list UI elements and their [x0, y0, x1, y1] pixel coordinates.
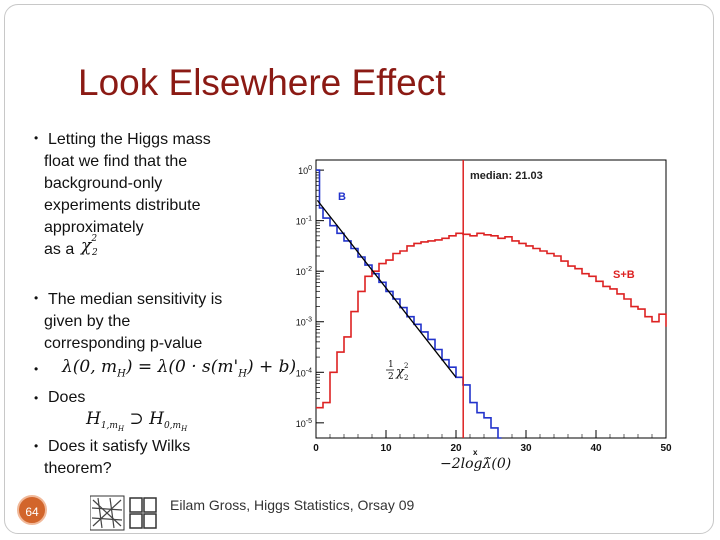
plot-frame: [315, 159, 667, 439]
page-number-badge: 64: [17, 495, 47, 525]
paragraph1-line3: background-only: [44, 175, 163, 192]
pvalue-formula: λ(0, mH) = λ(0 · s(m'H) + b): [62, 357, 297, 380]
paragraph2-line3: corresponding p-value: [44, 335, 203, 352]
slide-frame: [4, 4, 714, 534]
b-series-label: B: [338, 191, 346, 203]
y-tick-label: 10-4: [296, 367, 312, 378]
x-tick-label: 50: [660, 443, 672, 454]
half-numerator: 1: [388, 360, 394, 370]
paragraph3-line1: Does it satisfy Wilks: [48, 438, 191, 455]
x-axis-letter: x: [473, 448, 478, 457]
median-label: median: 21.03: [470, 170, 543, 182]
x-tick-label: 30: [520, 443, 532, 454]
chi-squared-symbol: χ22: [81, 234, 98, 259]
y-tick-label: 10-1: [296, 216, 312, 227]
bullet: •: [34, 131, 39, 145]
paragraph2-line1: The median sensitivity is: [48, 291, 223, 308]
half-denominator: 2: [388, 372, 394, 382]
x-axis-title: −2logλ̃(0): [440, 456, 511, 472]
sb-series-label: S+B: [613, 269, 635, 281]
bullet: •: [34, 391, 39, 405]
paragraph1-line5: approximately: [44, 219, 144, 236]
paragraph1-line6: as a: [44, 241, 75, 258]
slide-title: Look Elsewhere Effect: [78, 62, 446, 103]
does-label: Does: [48, 389, 86, 406]
paragraph1-line1: Letting the Higgs mass: [48, 131, 211, 148]
fit-chi-sup: 2: [404, 362, 408, 370]
paragraph2-line2: given by the: [44, 313, 131, 330]
paragraph3-line2: theorem?: [44, 460, 112, 477]
bullet: •: [34, 362, 39, 376]
paragraph1-line2: float we find that the: [44, 153, 188, 170]
x-tick-label: 10: [380, 443, 392, 454]
fit-chi-symbol: χ: [395, 365, 405, 380]
series-s-b: [316, 232, 667, 409]
y-tick-label: 10-2: [296, 266, 312, 277]
series-group: [316, 169, 667, 439]
paragraph1-line4: experiments distribute: [44, 197, 201, 214]
y-tick-label: 10-3: [296, 317, 312, 328]
footer-credit: Eilam Gross, Higgs Statistics, Orsay 09: [170, 497, 415, 513]
x-tick-label: 20: [450, 443, 462, 454]
nested-hypothesis-formula: H1,mH ⊃ H0,mH: [86, 409, 188, 434]
fit-chi-sub: 2: [404, 374, 408, 382]
distribution-chart: 100 10-1 10-2 10-3 10-4 10-5 0 10 20 30 40 50 medi…: [296, 159, 672, 472]
x-axis: 0 10 20 30 40 50: [313, 430, 672, 454]
bullet: •: [34, 291, 39, 305]
x-tick-label: 40: [590, 443, 602, 454]
y-tick-label: 10-5: [296, 418, 312, 429]
bullet: •: [34, 439, 39, 453]
institute-logo: [90, 495, 157, 531]
series-b: [316, 169, 502, 439]
x-tick-label: 0: [313, 443, 319, 454]
y-tick-label: 100: [298, 165, 312, 176]
series-half-chi2-fit: [316, 199, 457, 378]
